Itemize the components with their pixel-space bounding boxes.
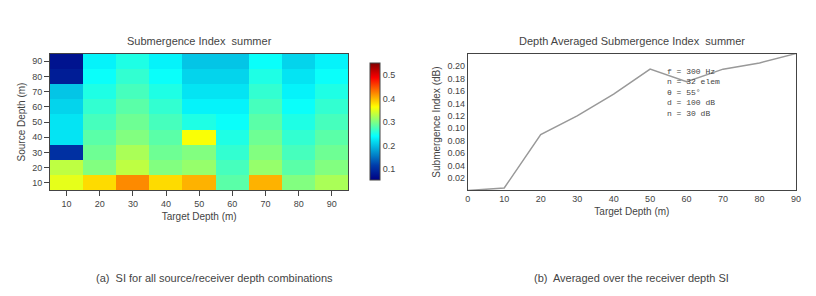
svg-text:60: 60	[32, 102, 42, 112]
svg-text:90: 90	[791, 194, 801, 204]
svg-text:0.14: 0.14	[447, 99, 465, 109]
svg-text:20: 20	[536, 194, 546, 204]
svg-text:(b) Averaged over the receive: (b) Averaged over the receiver depth SI	[534, 272, 729, 284]
svg-text:0.2: 0.2	[383, 141, 396, 151]
svg-text:60: 60	[682, 194, 692, 204]
svg-text:80: 80	[294, 199, 304, 209]
svg-text:70: 70	[32, 87, 42, 97]
svg-text:Submergence Index summer: Submergence Index summer	[127, 35, 272, 47]
svg-text:70: 70	[718, 194, 728, 204]
svg-text:0.1: 0.1	[383, 164, 396, 174]
svg-text:0: 0	[465, 194, 470, 204]
svg-text:0.5: 0.5	[383, 70, 396, 80]
svg-text:80: 80	[32, 72, 42, 82]
svg-text:Source Depth (m): Source Depth (m)	[16, 83, 27, 162]
svg-text:10: 10	[32, 178, 42, 188]
svg-text:60: 60	[227, 199, 237, 209]
svg-text:30: 30	[128, 199, 138, 209]
svg-text:20: 20	[95, 199, 105, 209]
svg-text:Submergence Index (dB): Submergence Index (dB)	[431, 66, 442, 177]
svg-text:0.10: 0.10	[447, 123, 465, 133]
svg-text:40: 40	[161, 199, 171, 209]
svg-text:80: 80	[755, 194, 765, 204]
svg-text:0.18: 0.18	[447, 74, 465, 84]
svg-text:0.20: 0.20	[447, 61, 465, 71]
svg-text:90: 90	[32, 56, 42, 66]
svg-text:0.06: 0.06	[447, 148, 465, 158]
svg-text:40: 40	[609, 194, 619, 204]
svg-text:f = 300 Hzn = 32 elemθ = 55°d: f = 300 Hzn = 32 elemθ = 55°d = 100 dBn …	[667, 67, 720, 118]
svg-text:30: 30	[32, 148, 42, 158]
svg-text:Target Depth (m): Target Depth (m)	[594, 206, 669, 217]
svg-text:0.16: 0.16	[447, 86, 465, 96]
svg-text:90: 90	[327, 199, 337, 209]
svg-text:30: 30	[572, 194, 582, 204]
svg-text:20: 20	[32, 163, 42, 173]
svg-text:0.04: 0.04	[447, 161, 465, 171]
svg-text:70: 70	[261, 199, 271, 209]
svg-text:Depth Averaged Submergence Ind: Depth Averaged Submergence Index summer	[519, 35, 745, 47]
svg-text:0.12: 0.12	[447, 111, 465, 121]
svg-text:0.08: 0.08	[447, 136, 465, 146]
svg-text:50: 50	[194, 199, 204, 209]
svg-text:10: 10	[62, 199, 72, 209]
svg-text:(a) SI for all source/receive: (a) SI for all source/receiver depth com…	[96, 272, 333, 284]
svg-text:50: 50	[645, 194, 655, 204]
svg-text:10: 10	[499, 194, 509, 204]
svg-text:0.4: 0.4	[383, 94, 396, 104]
svg-text:50: 50	[32, 117, 42, 127]
svg-text:0.02: 0.02	[447, 173, 465, 183]
svg-text:Target Depth (m): Target Depth (m)	[162, 211, 237, 222]
svg-text:0.3: 0.3	[383, 117, 396, 127]
svg-text:40: 40	[32, 132, 42, 142]
